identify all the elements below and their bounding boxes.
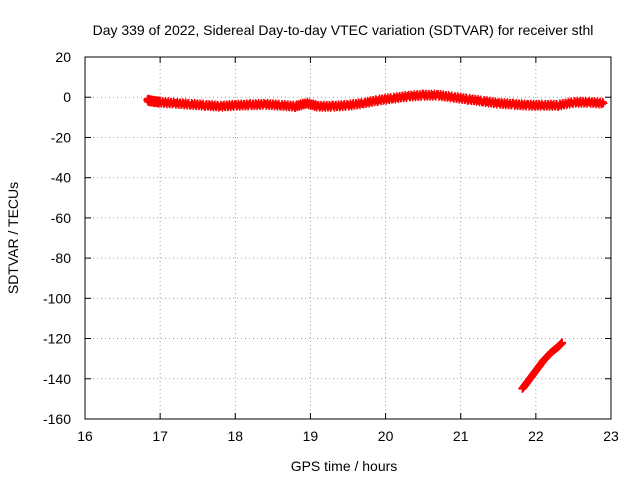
y-tick-label: -80 — [51, 250, 71, 266]
y-tick-label: -140 — [43, 371, 71, 387]
y-axis-label: SDTVAR / TECUs — [5, 182, 21, 294]
x-tick-label: 20 — [378, 428, 394, 444]
data-point — [558, 338, 567, 347]
y-tick-label: -120 — [43, 331, 71, 347]
grid — [85, 57, 611, 419]
y-tick-label: 0 — [63, 89, 71, 105]
x-tick-label: 17 — [152, 428, 168, 444]
plot-frame — [84, 56, 612, 420]
y-tick-label: -60 — [51, 210, 71, 226]
x-tick-label: 21 — [453, 428, 469, 444]
y-tick-label: -40 — [51, 170, 71, 186]
chart-title: Day 339 of 2022, Sidereal Day-to-day VTE… — [93, 22, 594, 38]
axis-ticks: 16 17 18 19 20 21 22 23 20 0 -20 -40 -60 -80 -100 -120 -… — [43, 49, 619, 444]
data-points — [143, 89, 608, 393]
data-point — [599, 99, 608, 108]
data-point — [598, 97, 607, 106]
y-tick-label: -20 — [51, 129, 71, 145]
x-tick-label: 23 — [603, 428, 619, 444]
x-tick-label: 18 — [227, 428, 243, 444]
y-tick-label: -160 — [43, 411, 71, 427]
x-axis-label: GPS time / hours — [291, 458, 398, 474]
x-tick-label: 22 — [528, 428, 544, 444]
y-tick-label: 20 — [55, 49, 71, 65]
y-tick-label: -100 — [43, 290, 71, 306]
x-tick-label: 16 — [77, 428, 93, 444]
x-tick-label: 19 — [303, 428, 319, 444]
